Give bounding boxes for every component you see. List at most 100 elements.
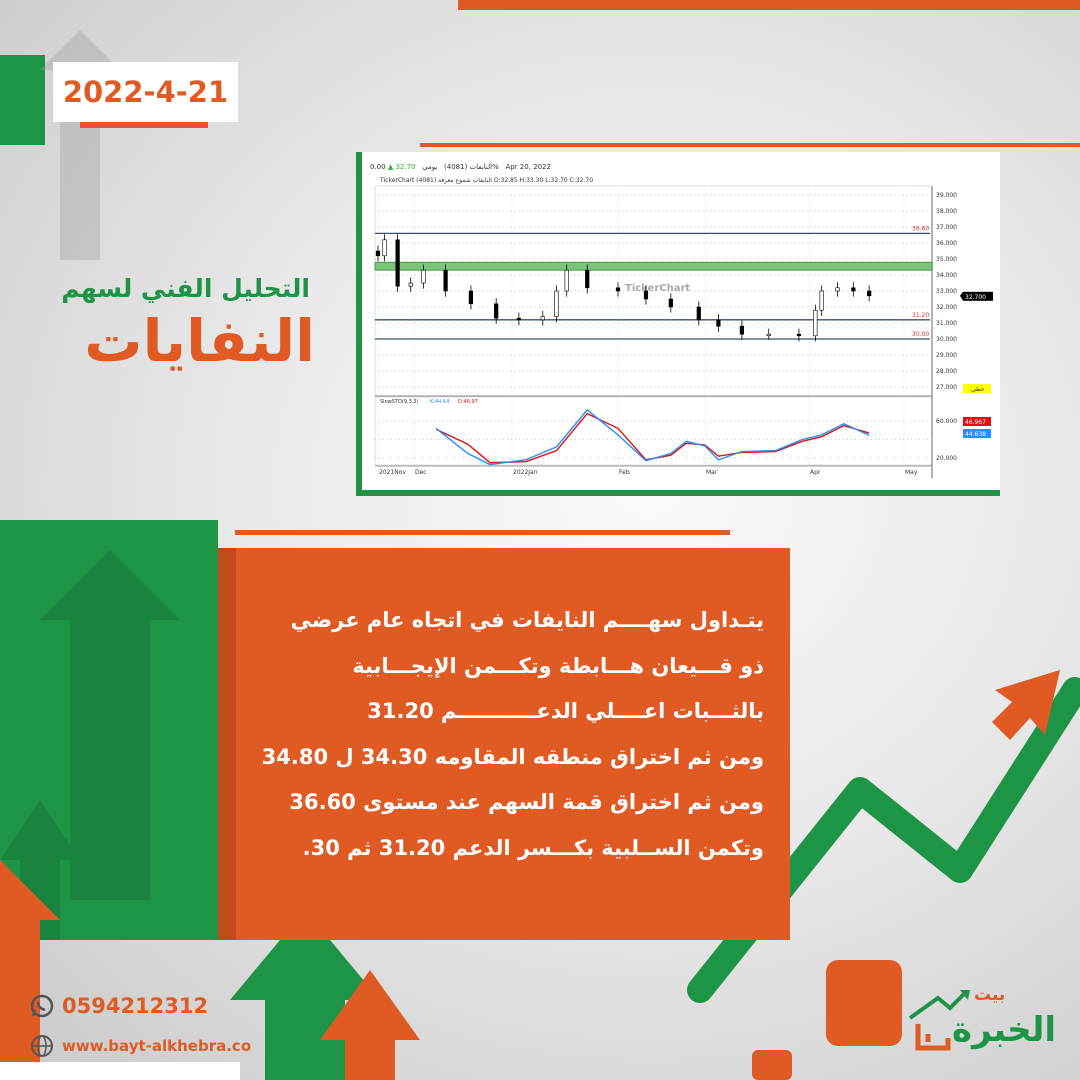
- y-tick-label: 38.000: [936, 208, 957, 215]
- resistance-zone: [374, 261, 933, 271]
- orange-arrow-up-icon: [320, 970, 420, 1080]
- x-tick-label: 2021Nov: [379, 469, 406, 476]
- candle-body: [421, 269, 426, 284]
- level-label: 31.20: [912, 312, 929, 319]
- y-tick-label: 29.000: [936, 352, 957, 359]
- change: 0.00%: [370, 163, 499, 171]
- candle-body: [585, 269, 590, 289]
- k-value: 44.638: [965, 431, 986, 438]
- x-tick-label: Apr: [810, 469, 821, 476]
- period: يومي: [422, 163, 438, 171]
- stoch-tick-label: 20.000: [936, 455, 957, 462]
- up-triangle-icon: ▲: [387, 163, 394, 171]
- candle-body: [554, 290, 559, 317]
- candle-body: [851, 287, 856, 292]
- watermark: TickerChart: [625, 283, 690, 294]
- candle-body: [696, 306, 701, 321]
- analysis-box: يتـداول سهــــم النايفات في اتجاه عام عر…: [218, 548, 790, 940]
- stoch-panel: [374, 396, 933, 466]
- candle-body: [395, 239, 400, 287]
- x-tick-label: 2022Jan: [513, 469, 538, 476]
- last-price-tag: [963, 291, 993, 301]
- candle-body: [796, 333, 802, 337]
- stock-title: النفايات: [84, 307, 316, 375]
- last-price-pointer: [960, 291, 963, 301]
- d-value-tag: [963, 417, 991, 426]
- candle-body: [813, 309, 818, 337]
- d-value: 46.967: [965, 419, 986, 426]
- logo-house-icon: [908, 990, 970, 1051]
- candle-body: [564, 269, 569, 292]
- candle-body: [643, 290, 649, 300]
- logo-text-top: بيت: [974, 985, 1006, 1005]
- candle-body: [819, 290, 824, 311]
- yellow-tag: [963, 384, 991, 393]
- subtitle: التحليل الفني لسهم: [61, 274, 310, 303]
- chart-header: النايفات (4081) يومي 32.70 ▲ 0.00% Apr 2…: [370, 163, 551, 171]
- chart-date: Apr 20, 2022: [505, 163, 551, 171]
- y-tick-label: 33.000: [936, 288, 957, 295]
- logo: بيت الخبرة: [908, 986, 1073, 1066]
- analysis-text: يتـداول سهــــم النايفات في اتجاه عام عر…: [262, 598, 764, 871]
- price: 32.70: [395, 163, 416, 171]
- candle-body: [867, 290, 872, 297]
- website-url: www.bayt-alkhebra.co: [62, 1037, 252, 1055]
- y-tick-label: 35.000: [936, 256, 957, 263]
- candle-body: [540, 316, 545, 321]
- x-tick-label: May: [905, 469, 918, 476]
- analysis-line: ذو قـــيعان هـــابطة وتكـــمن الإيجـــاب…: [352, 653, 764, 678]
- orange-square: [826, 960, 902, 1046]
- y-tick-label: 39.000: [936, 192, 957, 199]
- d-label: D:46.97: [458, 399, 478, 405]
- candle-body: [516, 317, 521, 321]
- y-tick-label: 36.000: [936, 240, 957, 247]
- y-tick-label: 31.000: [936, 320, 957, 327]
- candle-body: [766, 333, 771, 337]
- y-tick-label: 27.000: [936, 384, 957, 391]
- trend-arrow-icon: [992, 670, 1060, 740]
- stoch-tick-label: 60.000: [936, 418, 957, 425]
- candle-body: [668, 298, 673, 308]
- candle-body: [615, 287, 621, 292]
- phone-contact[interactable]: 0594212312: [30, 994, 208, 1018]
- y-tick-label: 28.000: [936, 368, 957, 375]
- globe-icon: [31, 1035, 53, 1057]
- y-tick-label: 30.000: [936, 336, 957, 343]
- date-underline: [80, 122, 208, 128]
- stock-name: النايفات (4081): [444, 163, 493, 171]
- date-badge: 2022-4-21: [53, 62, 238, 122]
- top-orange-bar: [458, 0, 1080, 10]
- website-link[interactable]: www.bayt-alkhebra.co: [30, 1034, 251, 1058]
- yellow-tag-label: خطي: [971, 386, 985, 393]
- candle-body: [375, 250, 381, 257]
- footer-white-strip: [0, 1062, 240, 1080]
- k-label: K:44.64: [430, 399, 449, 405]
- stoch-d-line: [435, 412, 870, 464]
- chart-top-line: [420, 143, 1080, 147]
- logo-text-main: الخبرة: [952, 1010, 1057, 1050]
- analysis-line: وتكمن الســلبية بكـــسر الدعم 31.20 ثم 3…: [302, 835, 764, 860]
- x-tick-label: Mar: [706, 469, 718, 476]
- level-label: 30.00: [912, 331, 929, 338]
- x-tick-label: Dec: [415, 469, 427, 476]
- x-tick-label: Feb: [619, 469, 630, 476]
- analysis-line: ومن ثم اختراق قمة السهم عند مستوى 36.60: [289, 790, 764, 814]
- y-tick-label: 32.000: [936, 304, 957, 311]
- candle-body: [716, 319, 721, 327]
- candle-body: [739, 325, 745, 335]
- candle-body: [443, 269, 448, 292]
- analysis-line: يتـداول سهــــم النايفات في اتجاه عام عر…: [290, 608, 764, 632]
- candle-body: [382, 239, 387, 257]
- candle-body: [468, 290, 474, 305]
- candle-body: [408, 282, 413, 287]
- phone-number: 0594212312: [62, 994, 209, 1018]
- stock-chart: 39.000 38.000 37.000 36.000 35.000 34.000 33.0…: [374, 185, 993, 478]
- whatsapp-icon: [30, 994, 54, 1018]
- ohlc-line: TickerChart النايفات شموع معرفة (4081) O…: [380, 177, 594, 184]
- orange-small-square: [752, 1050, 792, 1080]
- candle-body: [494, 303, 499, 319]
- k-value-tag: [963, 429, 991, 438]
- y-tick-label: 34.000: [936, 272, 957, 279]
- analysis-line: بالثـــبات اعــــلي الدعـــــــــــم 31.…: [367, 699, 764, 723]
